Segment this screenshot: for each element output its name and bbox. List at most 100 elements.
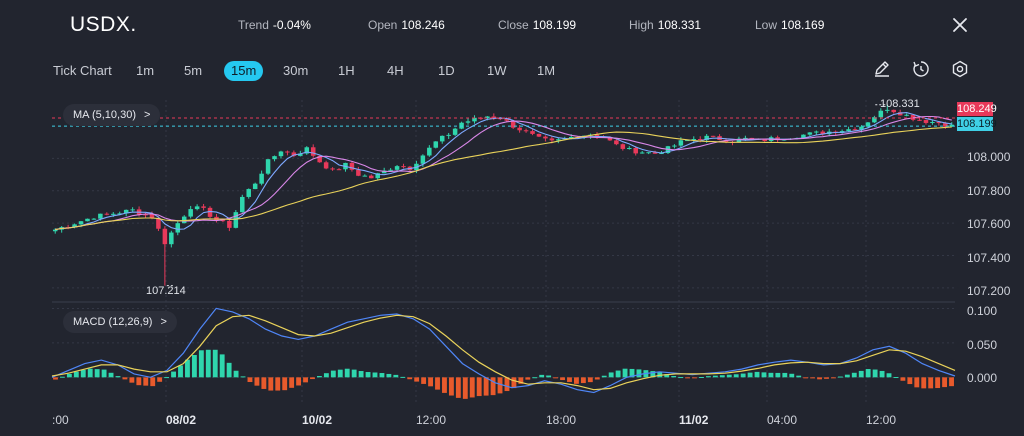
macd-histogram-bar	[942, 377, 948, 388]
macd-histogram-bar	[740, 373, 746, 378]
close-icon[interactable]	[950, 15, 970, 35]
macd-histogram-bar	[316, 376, 322, 378]
macd-histogram-bar	[386, 373, 392, 378]
macd-histogram-bar	[574, 377, 579, 384]
candle-body	[181, 216, 187, 224]
macd-histogram-bar	[789, 373, 795, 378]
candle-body	[91, 218, 97, 220]
tab-4h[interactable]: 4H	[387, 63, 404, 78]
candle-body	[536, 133, 542, 137]
macd-histogram-bar	[907, 377, 913, 385]
macd-histogram-bar	[66, 373, 72, 378]
macd-histogram-bar	[532, 377, 538, 379]
tab-5m[interactable]: 5m	[184, 63, 203, 78]
macd-histogram-bar	[303, 377, 308, 383]
low-marker: 107.214	[146, 285, 186, 297]
candle-body	[594, 134, 600, 138]
ma10-line	[55, 115, 952, 231]
macd-histogram-bar	[692, 377, 697, 379]
macd-histogram-bar	[212, 349, 218, 378]
macd-histogram-bar	[268, 377, 274, 391]
candle-body	[820, 131, 826, 135]
candle-body	[388, 169, 393, 171]
candle-body	[452, 128, 458, 135]
macd-histogram-bar	[539, 374, 545, 378]
macd-histogram-bar	[358, 371, 364, 378]
macd-histogram-bar	[393, 374, 399, 378]
macd-histogram-bar	[198, 350, 204, 378]
stat-open: Open 108.246	[368, 18, 445, 32]
tab-30m[interactable]: 30m	[283, 63, 309, 78]
candle-body	[381, 170, 387, 174]
macd-y-tick-label: 0.100	[967, 304, 998, 318]
candle-body	[704, 135, 709, 140]
macd-histogram-bar	[115, 376, 121, 378]
candle-body	[272, 156, 277, 160]
candle-body	[620, 144, 626, 149]
candle-body	[949, 124, 955, 127]
tab-1m[interactable]: 1m	[136, 63, 155, 78]
candle-body	[259, 173, 264, 184]
ma-indicator-pill[interactable]: MA (5,10,30) >	[63, 104, 161, 126]
x-tick-label: 12:00	[866, 413, 897, 427]
macd-indicator-pill[interactable]: MACD (12,26,9) >	[63, 311, 177, 333]
tab-1h[interactable]: 1H	[338, 63, 355, 78]
macd-histogram-bar	[462, 377, 468, 399]
candle-body	[240, 196, 245, 213]
macd-histogram-bar	[310, 377, 315, 380]
macd-histogram-bar	[629, 368, 635, 378]
timer-icon[interactable]	[911, 59, 931, 79]
macd-histogram-bar	[886, 373, 892, 378]
macd-histogram-bar	[685, 377, 691, 379]
stat-close: Close 108.199	[498, 18, 577, 32]
candles	[52, 104, 955, 287]
candle-body	[846, 129, 851, 132]
macd-histogram-bar	[747, 372, 753, 378]
candle-body	[872, 117, 877, 123]
candle-body	[291, 152, 297, 156]
candle-body	[394, 166, 400, 170]
macd-histogram-bar	[678, 377, 684, 379]
candle-body	[285, 151, 290, 153]
tab-1d[interactable]: 1D	[438, 63, 455, 78]
macd-histogram-bar	[59, 376, 65, 378]
macd-histogram-bar	[247, 377, 253, 383]
candle-body	[530, 131, 535, 134]
macd-histogram-bar	[837, 376, 843, 378]
macd-histogram-bar	[775, 372, 781, 378]
candle-body	[72, 224, 77, 228]
candle-body	[439, 135, 445, 142]
candle-body	[891, 109, 896, 113]
macd-histogram-bar	[351, 369, 357, 378]
macd-histogram-bar	[858, 370, 864, 378]
candle-body	[517, 127, 522, 131]
tab-1w[interactable]: 1W	[487, 63, 507, 78]
candle-body	[904, 114, 909, 116]
macd-histogram-bar	[129, 377, 135, 383]
candle-body	[52, 229, 58, 232]
candle-body	[246, 189, 251, 197]
tick-chart-button[interactable]: Tick Chart	[53, 63, 112, 78]
tab-1mo[interactable]: 1M	[537, 63, 556, 78]
settings-icon[interactable]	[950, 59, 970, 79]
stat-high: High 108.331	[629, 18, 702, 32]
candle-body	[317, 155, 322, 163]
candle-body	[607, 137, 613, 141]
macd-histogram-bar	[73, 371, 79, 378]
candle-body	[614, 140, 619, 145]
x-tick-label: 11/02	[679, 413, 709, 427]
candle-body	[923, 119, 929, 123]
candle-body	[446, 134, 451, 136]
macd-histogram-bar	[851, 372, 857, 378]
macd-histogram-bar	[365, 372, 371, 378]
pencil-icon[interactable]	[872, 59, 892, 79]
candle-body	[549, 138, 555, 141]
candle-body	[472, 117, 477, 122]
candle-body	[678, 140, 684, 146]
candle-body	[143, 214, 148, 216]
candle-body	[710, 135, 716, 137]
candle-body	[117, 213, 122, 215]
tab-15m[interactable]: 15m	[224, 61, 264, 81]
candle-body	[220, 220, 226, 222]
